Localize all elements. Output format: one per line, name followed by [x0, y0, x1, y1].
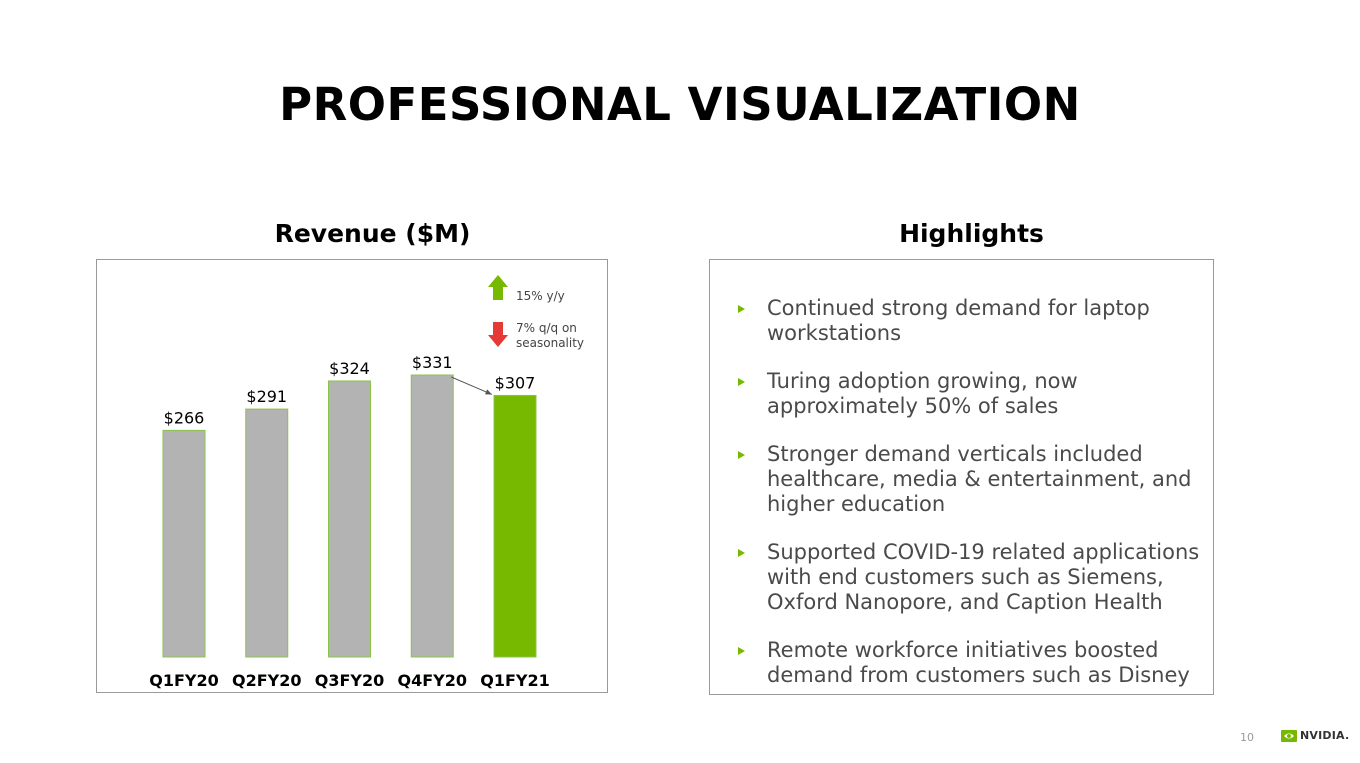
bar-q2fy20 — [245, 408, 289, 658]
list-item: Remote workforce initiatives boosted dem… — [736, 638, 1206, 688]
highlight-text: Turing adoption growing, now approximate… — [767, 369, 1078, 418]
highlight-text: Continued strong demand for laptop works… — [767, 296, 1150, 345]
bullet-icon — [738, 549, 745, 557]
nvidia-eye-icon — [1281, 729, 1297, 742]
qq-arrow-head — [485, 389, 492, 395]
highlights-frame — [709, 259, 1214, 695]
bullet-icon — [738, 451, 745, 459]
legend-qq-label: 7% q/q on seasonality — [516, 321, 584, 350]
list-item: Stronger demand verticals included healt… — [736, 442, 1206, 517]
highlight-text: Stronger demand verticals included healt… — [767, 442, 1192, 516]
highlight-text: Supported COVID-19 related applications … — [767, 540, 1200, 614]
highlight-text: Remote workforce initiatives boosted dem… — [767, 638, 1190, 687]
slide-title: PROFESSIONAL VISUALIZATION — [279, 78, 1081, 131]
data-label: $307 — [495, 373, 536, 392]
data-label: $291 — [246, 387, 287, 406]
page-number: 10 — [1240, 731, 1254, 744]
bullet-icon — [738, 647, 745, 655]
list-item: Continued strong demand for laptop works… — [736, 296, 1206, 346]
bar-q4fy20 — [410, 374, 454, 658]
list-item: Supported COVID-19 related applications … — [736, 540, 1206, 615]
bullet-icon — [738, 305, 745, 313]
nvidia-logo: NVIDIA. — [1281, 729, 1349, 742]
category-label: Q1FY21 — [480, 671, 550, 690]
bar-q1fy20 — [162, 429, 206, 658]
bar-q3fy20 — [328, 380, 371, 658]
category-label: Q4FY20 — [397, 671, 467, 690]
legend-yy-label: 15% y/y — [516, 289, 565, 303]
data-label: $324 — [329, 359, 370, 378]
revenue-bar-chart: $266 Q1FY20 $291 Q2FY20 $324 Q3FY20 $331 Q4FY20… — [149, 275, 584, 690]
chart-frame — [96, 259, 608, 693]
highlights-title: Highlights — [899, 219, 1044, 248]
data-label: $266 — [164, 408, 205, 427]
qq-arrow-line — [451, 376, 493, 395]
chart-title: Revenue ($M) — [274, 219, 471, 248]
data-label: $331 — [412, 353, 453, 372]
highlights-list: Continued strong demand for laptop works… — [736, 296, 1206, 711]
category-label: Q3FY20 — [315, 671, 385, 690]
category-label: Q1FY20 — [149, 671, 219, 690]
down-arrow-icon — [488, 322, 508, 347]
logo-text: NVIDIA. — [1300, 729, 1350, 742]
bullet-icon — [738, 378, 745, 386]
list-item: Turing adoption growing, now approximate… — [736, 369, 1206, 419]
up-arrow-icon — [488, 275, 508, 300]
bar-q1fy21 — [493, 394, 537, 658]
category-label: Q2FY20 — [232, 671, 302, 690]
